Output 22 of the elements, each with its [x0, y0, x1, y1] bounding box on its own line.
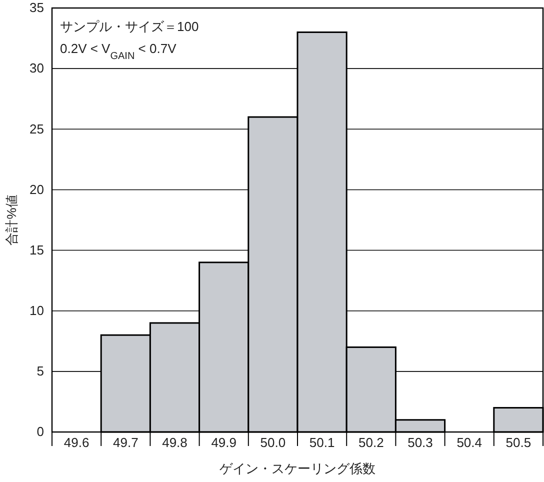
y-tick-label: 15	[30, 242, 44, 258]
x-tick-label: 50.1	[309, 435, 335, 450]
x-tick-label: 50.4	[456, 435, 482, 450]
x-tick-label: 50.2	[358, 435, 384, 450]
x-axis-title: ゲイン・スケーリング係数	[220, 461, 376, 476]
annotation: サンプル・サイズ＝100	[60, 19, 199, 34]
x-tick-label: 50.5	[506, 435, 532, 450]
annotation: 0.2V < V$_{GAIN}$ < 0.7V	[60, 41, 177, 62]
x-tick-label: 50.0	[260, 435, 286, 450]
x-tick-label: 49.6	[64, 435, 90, 450]
y-tick-label: 20	[30, 182, 44, 197]
y-tick-label: 10	[30, 303, 44, 318]
y-tick-label: 5	[36, 364, 44, 379]
y-tick-label: 30	[30, 60, 44, 76]
y-axis-title: 合計%値	[4, 194, 19, 246]
x-tick-label: 49.9	[211, 435, 237, 450]
y-tick-label: 25	[30, 121, 44, 136]
x-tick-label: 49.8	[162, 435, 188, 450]
x-tick-label: 49.7	[112, 435, 138, 450]
y-tick-label: 35	[30, 0, 44, 16]
y-tick-label: 0	[36, 424, 44, 440]
x-tick-label: 50.3	[408, 435, 433, 450]
